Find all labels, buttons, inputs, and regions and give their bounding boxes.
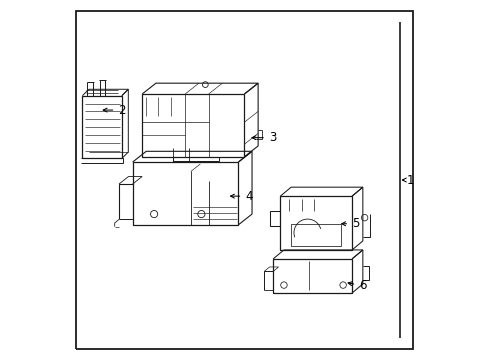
Text: 5: 5 (341, 217, 359, 230)
Text: 4: 4 (230, 190, 252, 203)
Text: 3: 3 (251, 131, 276, 144)
Text: 2: 2 (103, 104, 125, 117)
Text: 6: 6 (347, 279, 366, 292)
Text: 1: 1 (402, 174, 413, 186)
